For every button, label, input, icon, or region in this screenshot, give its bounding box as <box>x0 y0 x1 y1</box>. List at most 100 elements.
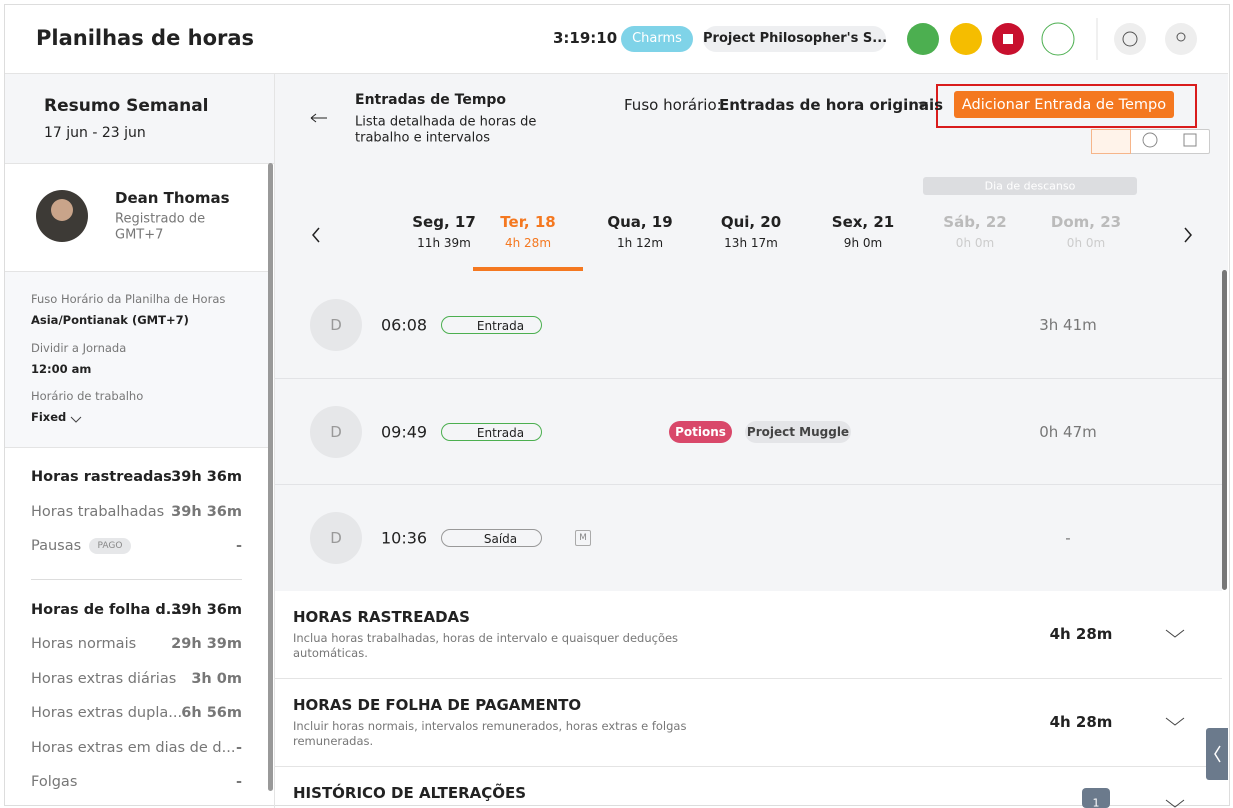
entry-duration: 0h 47m <box>1039 422 1097 441</box>
project-pill: Project Philosopher's S... <box>703 26 887 52</box>
divider <box>275 484 1222 485</box>
day-name[interactable]: Qui, 20 <box>720 213 782 231</box>
scrollbar <box>1222 270 1227 590</box>
divider <box>274 74 275 808</box>
summary-value: 3h 0m <box>191 670 242 687</box>
task-pill: Charms <box>621 26 693 52</box>
summary-label: Horas extras dupla... <box>31 705 183 722</box>
section-description: Inclua horas trabalhadas, horas de inter… <box>293 631 679 645</box>
scrollbar <box>268 163 273 791</box>
side-tab[interactable] <box>1206 728 1228 780</box>
week-range: 17 jun - 23 jun <box>44 125 146 141</box>
day-hours: 11h 39m <box>417 236 471 250</box>
timezone-label: Fuso horário: <box>624 96 722 114</box>
day-hours: 13h 17m <box>724 236 778 250</box>
day-hours: 0h 0m <box>955 236 995 250</box>
section-description: automáticas. <box>293 646 368 660</box>
section-title[interactable]: HISTÓRICO DE ALTERAÇÕES <box>293 784 527 802</box>
entry-time: 10:36 <box>381 528 428 548</box>
summary-label: Horas trabalhadas <box>31 503 165 520</box>
selected-underline <box>473 267 583 271</box>
caret[interactable] <box>918 102 928 108</box>
project-tag: Project Muggle <box>745 420 851 443</box>
timezone-value[interactable]: Entradas de hora originais <box>719 96 944 114</box>
summary-value: 39h 36m <box>171 602 242 618</box>
week-title: Resumo Semanal <box>44 96 209 116</box>
day-hours: 1h 12m <box>616 236 664 250</box>
divider <box>275 678 1222 679</box>
entries-title: Entradas de Tempo <box>355 92 507 108</box>
entry-duration: - <box>1065 529 1071 547</box>
day-name[interactable]: Sex, 21 <box>831 213 895 231</box>
section-description: Incluir horas normais, intervalos remune… <box>293 719 687 733</box>
entry-type: Entrada <box>441 316 542 334</box>
summary-value: - <box>235 538 242 554</box>
entry-time: 09:49 <box>381 422 428 441</box>
divider <box>5 163 274 164</box>
setting-value: Asia/Pontianak (GMT+7) <box>31 313 189 327</box>
entry-time: 06:08 <box>381 315 428 335</box>
rest-day-label: Dia de descanso <box>984 179 1076 193</box>
summary-label: Horas extras diárias <box>31 670 177 687</box>
divider <box>275 378 1222 379</box>
user-registered: Registrado de <box>115 211 206 227</box>
summary-value: - <box>235 774 242 790</box>
entry-type: Saída <box>441 529 542 547</box>
summary-label: Horas rastreadas <box>31 469 172 485</box>
summary-value: 6h 56m <box>181 705 242 722</box>
task-tag: Potions <box>669 420 732 443</box>
setting-value: 12:00 am <box>31 361 92 376</box>
page-title: Planilhas de horas <box>36 26 255 50</box>
entry-avatar: D <box>310 405 362 458</box>
view-toggle-active[interactable] <box>1091 129 1131 154</box>
chevrons[interactable] <box>1165 629 1185 808</box>
entry-avatar: D <box>310 512 362 564</box>
summary-label: Horas de folha d... <box>31 602 183 618</box>
entries-subtitle: trabalho e intervalos <box>355 130 490 146</box>
section-title[interactable]: HORAS DE FOLHA DE PAGAMENTO <box>293 696 582 714</box>
setting-label: Horário de trabalho <box>31 389 144 403</box>
day-name[interactable]: Seg, 17 <box>412 213 476 231</box>
day-name[interactable]: Sáb, 22 <box>943 213 1007 231</box>
week-panel <box>5 74 274 163</box>
header-icons <box>907 18 1197 60</box>
settings-bg <box>5 271 268 448</box>
section-title[interactable]: HORAS RASTREADAS <box>293 608 470 626</box>
user-name: Dean Thomas <box>115 189 230 207</box>
summary-value: - <box>235 739 242 756</box>
summary-label: Pausas <box>31 538 82 554</box>
add-button[interactable] <box>954 91 1174 118</box>
day-hours: 4h 28m <box>504 236 552 250</box>
entry-type: Entrada <box>441 422 542 441</box>
change-count: 1 <box>1092 796 1100 808</box>
day-hours: 9h 0m <box>843 236 883 250</box>
day-name[interactable]: Ter, 18 <box>500 213 556 231</box>
summary-value: 39h 36m <box>171 469 242 485</box>
back-arrow[interactable] <box>310 113 327 123</box>
section-value: 4h 28m <box>1049 713 1113 731</box>
entry-avatar: D <box>310 299 362 351</box>
day-name[interactable]: Dom, 23 <box>1050 213 1122 231</box>
frame <box>4 4 1230 806</box>
day-hours: 0h 0m <box>1066 236 1106 250</box>
setting-label: Fuso Horário da Planilha de Horas <box>31 292 226 306</box>
divider <box>31 579 242 580</box>
summary-label: Folgas <box>31 774 78 790</box>
section-value: 4h 28m <box>1049 625 1113 643</box>
divider <box>5 73 1228 74</box>
setting-value[interactable]: Fixed <box>31 410 67 424</box>
day-name[interactable]: Qua, 19 <box>607 213 673 231</box>
divider <box>275 766 1222 767</box>
manual-badge: M <box>575 530 591 546</box>
summary-label: Horas extras em dias de d... <box>31 739 236 756</box>
entry-duration: 3h 41m <box>1039 316 1097 334</box>
entries-subtitle: Lista detalhada de horas de <box>355 114 537 130</box>
section-description: remuneradas. <box>293 734 374 748</box>
add-button-label[interactable]: Adicionar Entrada de Tempo <box>961 97 1167 113</box>
setting-label: Dividir a Jornada <box>31 340 127 355</box>
rest-day-bar <box>923 177 1137 195</box>
summary-label: Horas normais <box>31 636 137 653</box>
day-arrows[interactable] <box>312 227 1192 243</box>
